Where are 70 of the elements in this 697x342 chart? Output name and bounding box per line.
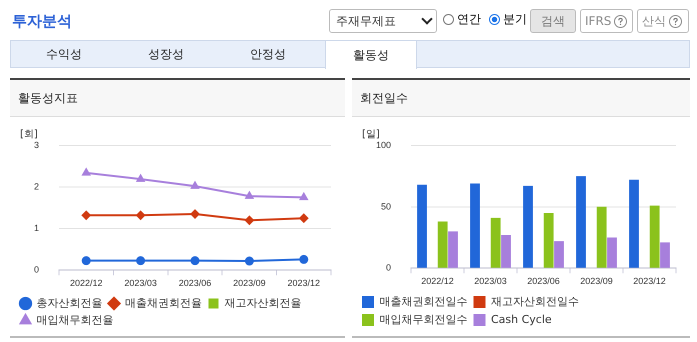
bar xyxy=(448,231,458,268)
legend-label: 총자산회전율 xyxy=(36,296,102,310)
bar xyxy=(554,241,564,268)
bar xyxy=(596,206,607,268)
point xyxy=(299,254,308,264)
bar xyxy=(490,218,501,268)
x-tick-label: 2023/09 xyxy=(233,278,266,288)
point xyxy=(300,192,308,200)
bar xyxy=(417,184,427,268)
legend-label: Cash Cycle xyxy=(491,312,552,326)
legend-label: 매입채무회전율 xyxy=(36,313,114,326)
text: 안정성 xyxy=(249,46,287,63)
bar xyxy=(650,206,660,268)
point xyxy=(136,174,145,182)
text: 주재무제표 xyxy=(329,9,437,33)
point xyxy=(82,168,90,176)
text: 검색 xyxy=(530,9,576,33)
chart-title: 활동성지표 xyxy=(10,80,345,117)
x-tick-label: 2023/06 xyxy=(527,276,560,286)
bar xyxy=(607,238,617,268)
text: 성장성 xyxy=(147,46,185,63)
x-tick-label: 2023/12 xyxy=(633,276,666,286)
y-tick-label: 1 xyxy=(34,223,40,234)
y-tick-label: 50 xyxy=(381,201,392,212)
point xyxy=(190,256,200,266)
y-axis-title: [회] xyxy=(20,128,38,140)
text: 투자분석 xyxy=(12,12,72,31)
text: 산식 xyxy=(637,9,689,33)
text: 분기 xyxy=(503,11,527,28)
y-tick-label: 2 xyxy=(34,181,40,192)
bar xyxy=(470,183,480,268)
legend-label: 재고자산회전율 xyxy=(224,296,302,310)
x-tick-label: 2022/12 xyxy=(70,278,102,288)
point xyxy=(190,210,200,219)
bar xyxy=(544,212,554,268)
x-tick-label: 2023/06 xyxy=(178,278,212,288)
point xyxy=(190,182,200,189)
text: IFRS xyxy=(580,9,633,33)
x-tick-label: 2023/09 xyxy=(580,276,613,286)
bar xyxy=(438,222,448,268)
legend-label: 재고자산회전일수 xyxy=(491,294,579,308)
bar xyxy=(576,176,586,268)
y-axis-title: [일] xyxy=(362,128,380,140)
bar xyxy=(501,235,511,268)
text: 활동성 xyxy=(325,40,417,69)
bar xyxy=(523,186,533,268)
point xyxy=(244,216,254,225)
y-tick-label: 0 xyxy=(34,264,40,275)
y-tick-label: 100 xyxy=(376,140,392,150)
point xyxy=(82,210,91,220)
point xyxy=(136,210,146,220)
legend-label: 매입채무회전일수 xyxy=(380,312,468,326)
legend-label: 매출채권회전율 xyxy=(125,296,202,310)
point xyxy=(136,256,146,266)
x-tick-label: 2023/12 xyxy=(288,278,320,288)
bar xyxy=(629,180,639,268)
text: 연간 xyxy=(457,11,481,28)
bar xyxy=(660,242,670,268)
point xyxy=(82,256,91,266)
point xyxy=(245,192,254,199)
chart-title: 회전일수 xyxy=(352,80,690,117)
point xyxy=(299,214,308,223)
point xyxy=(244,256,254,266)
x-tick-label: 2022/12 xyxy=(421,276,454,286)
legend-label: 매출채권회전일수 xyxy=(380,294,468,308)
y-tick-label: 3 xyxy=(34,140,40,150)
x-tick-label: 2023/03 xyxy=(474,276,507,286)
text: 수익성 xyxy=(45,46,83,63)
x-tick-label: 2023/03 xyxy=(124,278,157,288)
y-tick-label: 0 xyxy=(386,262,392,273)
